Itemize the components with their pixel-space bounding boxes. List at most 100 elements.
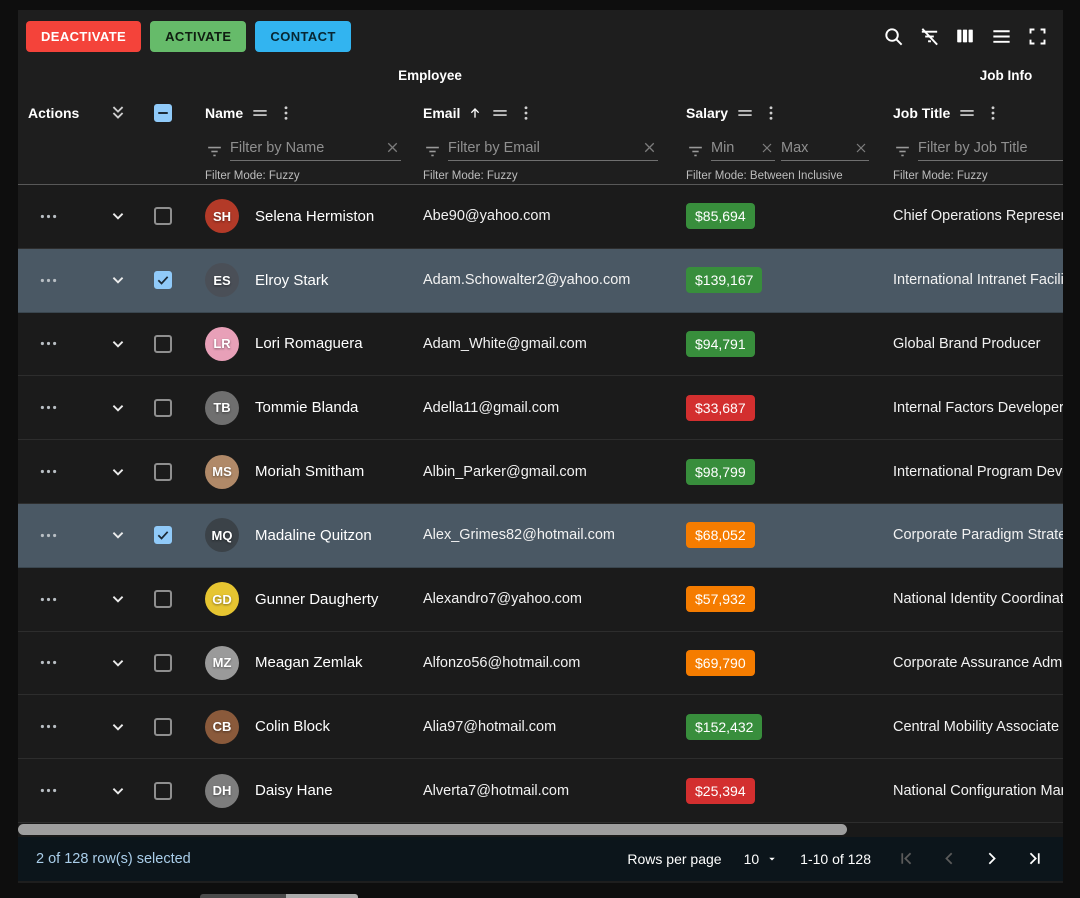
salary-max-filter-input[interactable] <box>781 140 847 156</box>
name-filter-input[interactable] <box>230 139 378 156</box>
pagination-range-text: 1-10 of 128 <box>800 850 871 867</box>
row-select-checkbox[interactable] <box>153 334 172 353</box>
row-actions-menu-icon[interactable] <box>38 589 59 610</box>
table-row[interactable]: LR Lori Romaguera Adam_White@gmail.com $… <box>18 312 1063 377</box>
horizontal-scrollbar-thumb[interactable] <box>18 824 847 836</box>
clear-filter-icon[interactable] <box>853 140 869 156</box>
row-expand-chevron-icon[interactable] <box>107 588 129 610</box>
employee-name: Selena Hermiston <box>255 207 375 225</box>
row-select-checkbox[interactable] <box>153 398 172 417</box>
column-menu-icon[interactable] <box>277 104 295 122</box>
job-title-column-label[interactable]: Job Title <box>893 105 951 121</box>
row-select-checkbox[interactable] <box>153 590 172 609</box>
toolbar-icon-buttons <box>877 20 1053 52</box>
row-expand-chevron-icon[interactable] <box>107 333 129 355</box>
employee-name: Elroy Stark <box>255 271 329 289</box>
table-row[interactable]: GD Gunner Daugherty Alexandro7@yahoo.com… <box>18 567 1063 632</box>
row-select-checkbox[interactable] <box>153 271 172 290</box>
column-menu-icon[interactable] <box>984 104 1002 122</box>
row-expand-chevron-icon[interactable] <box>107 780 129 802</box>
employee-avatar: LR <box>205 326 239 361</box>
table-row[interactable]: MQ Madaline Quitzon Alex_Grimes82@hotmai… <box>18 503 1063 568</box>
drag-handle-icon[interactable] <box>490 103 510 123</box>
row-expand-chevron-icon[interactable] <box>107 524 129 546</box>
row-actions-menu-icon[interactable] <box>38 716 59 737</box>
row-expand-chevron-icon[interactable] <box>107 652 129 674</box>
email-column-label[interactable]: Email <box>423 105 461 121</box>
employee-name: Madaline Quitzon <box>255 526 372 544</box>
row-select-checkbox[interactable] <box>153 653 172 672</box>
job-title: International Program Developer <box>893 463 1063 480</box>
drag-handle-icon[interactable] <box>250 103 270 123</box>
job-title-filter-input[interactable] <box>918 140 1063 156</box>
salary-min-filter-input[interactable] <box>711 140 753 156</box>
fullscreen-icon[interactable] <box>1021 20 1053 52</box>
column-header-actions: Actions <box>18 88 95 184</box>
search-icon[interactable] <box>877 20 909 52</box>
employee-avatar: ES <box>205 263 239 298</box>
expand-all-icon[interactable] <box>107 102 129 124</box>
deactivate-button[interactable]: DEACTIVATE <box>26 20 142 52</box>
row-select-checkbox[interactable] <box>153 207 172 226</box>
rows-per-page-select[interactable]: 10 <box>744 851 779 867</box>
row-select-checkbox[interactable] <box>153 462 172 481</box>
column-header-expand <box>95 88 140 184</box>
actions-column-label: Actions <box>28 105 80 121</box>
name-column-label[interactable]: Name <box>205 105 244 121</box>
row-expand-chevron-icon[interactable] <box>107 461 129 483</box>
row-actions-menu-icon[interactable] <box>38 461 59 482</box>
row-actions-menu-icon[interactable] <box>38 652 59 673</box>
rows-per-page-label: Rows per page <box>627 850 722 867</box>
table-row[interactable]: SH Selena Hermiston Abe90@yahoo.com $85,… <box>18 185 1063 249</box>
page-bottom-cutoff-element <box>200 894 358 898</box>
row-actions-menu-icon[interactable] <box>38 206 59 227</box>
drag-handle-icon[interactable] <box>735 103 755 123</box>
column-menu-icon[interactable] <box>762 104 780 122</box>
row-actions-menu-icon[interactable] <box>38 525 59 546</box>
row-actions-menu-icon[interactable] <box>38 270 59 291</box>
table-row[interactable]: TB Tommie Blanda Adella11@gmail.com $33,… <box>18 376 1063 441</box>
job-title: Central Mobility Associate <box>893 718 1060 735</box>
salary-badge: $98,799 <box>686 458 755 485</box>
clear-filter-icon[interactable] <box>641 139 658 156</box>
toolbar-action-buttons: DEACTIVATE ACTIVATE CONTACT <box>26 20 351 52</box>
row-actions-menu-icon[interactable] <box>38 780 59 801</box>
employee-name: Gunner Daugherty <box>255 590 379 608</box>
email-filter-input[interactable] <box>448 139 635 156</box>
table-body: SH Selena Hermiston Abe90@yahoo.com $85,… <box>18 185 1063 823</box>
employee-name: Colin Block <box>255 718 331 736</box>
table-row[interactable]: MZ Meagan Zemlak Alfonzo56@hotmail.com $… <box>18 631 1063 696</box>
contact-button[interactable]: CONTACT <box>255 20 351 52</box>
row-actions-menu-icon[interactable] <box>38 333 59 354</box>
sort-ascending-icon[interactable] <box>467 105 483 121</box>
activate-button[interactable]: ACTIVATE <box>150 20 247 52</box>
last-page-icon[interactable] <box>1019 845 1047 873</box>
employee-avatar: TB <box>205 390 239 425</box>
table-row[interactable]: CB Colin Block Alia97@hotmail.com $152,4… <box>18 695 1063 760</box>
row-expand-chevron-icon[interactable] <box>107 269 129 291</box>
row-expand-chevron-icon[interactable] <box>107 205 129 227</box>
employee-email: Adam_White@gmail.com <box>423 335 587 352</box>
select-all-checkbox[interactable] <box>153 104 172 122</box>
row-select-checkbox[interactable] <box>153 781 172 800</box>
employee-avatar: MZ <box>205 645 239 680</box>
table-row[interactable]: DH Daisy Hane Alverta7@hotmail.com $25,3… <box>18 759 1063 823</box>
salary-column-label[interactable]: Salary <box>686 105 729 121</box>
show-hide-columns-icon[interactable] <box>949 20 981 52</box>
density-icon[interactable] <box>985 20 1017 52</box>
column-menu-icon[interactable] <box>517 104 535 122</box>
row-select-checkbox[interactable] <box>153 717 172 736</box>
row-expand-chevron-icon[interactable] <box>107 716 129 738</box>
row-expand-chevron-icon[interactable] <box>107 397 129 419</box>
clear-filter-icon[interactable] <box>759 140 775 156</box>
clear-filter-icon[interactable] <box>384 139 401 156</box>
drag-handle-icon[interactable] <box>957 103 977 123</box>
table-row[interactable]: MS Moriah Smitham Albin_Parker@gmail.com… <box>18 440 1063 504</box>
horizontal-scrollbar-track[interactable] <box>18 822 1063 837</box>
row-actions-menu-icon[interactable] <box>38 397 59 418</box>
table-row[interactable]: ES Elroy Stark Adam.Schowalter2@yahoo.co… <box>18 248 1063 313</box>
table-scroll-viewport[interactable]: Employee Job Info Actions <box>18 62 1063 823</box>
next-page-icon[interactable] <box>977 845 1005 873</box>
filter-off-icon[interactable] <box>913 20 945 52</box>
row-select-checkbox[interactable] <box>153 526 172 545</box>
